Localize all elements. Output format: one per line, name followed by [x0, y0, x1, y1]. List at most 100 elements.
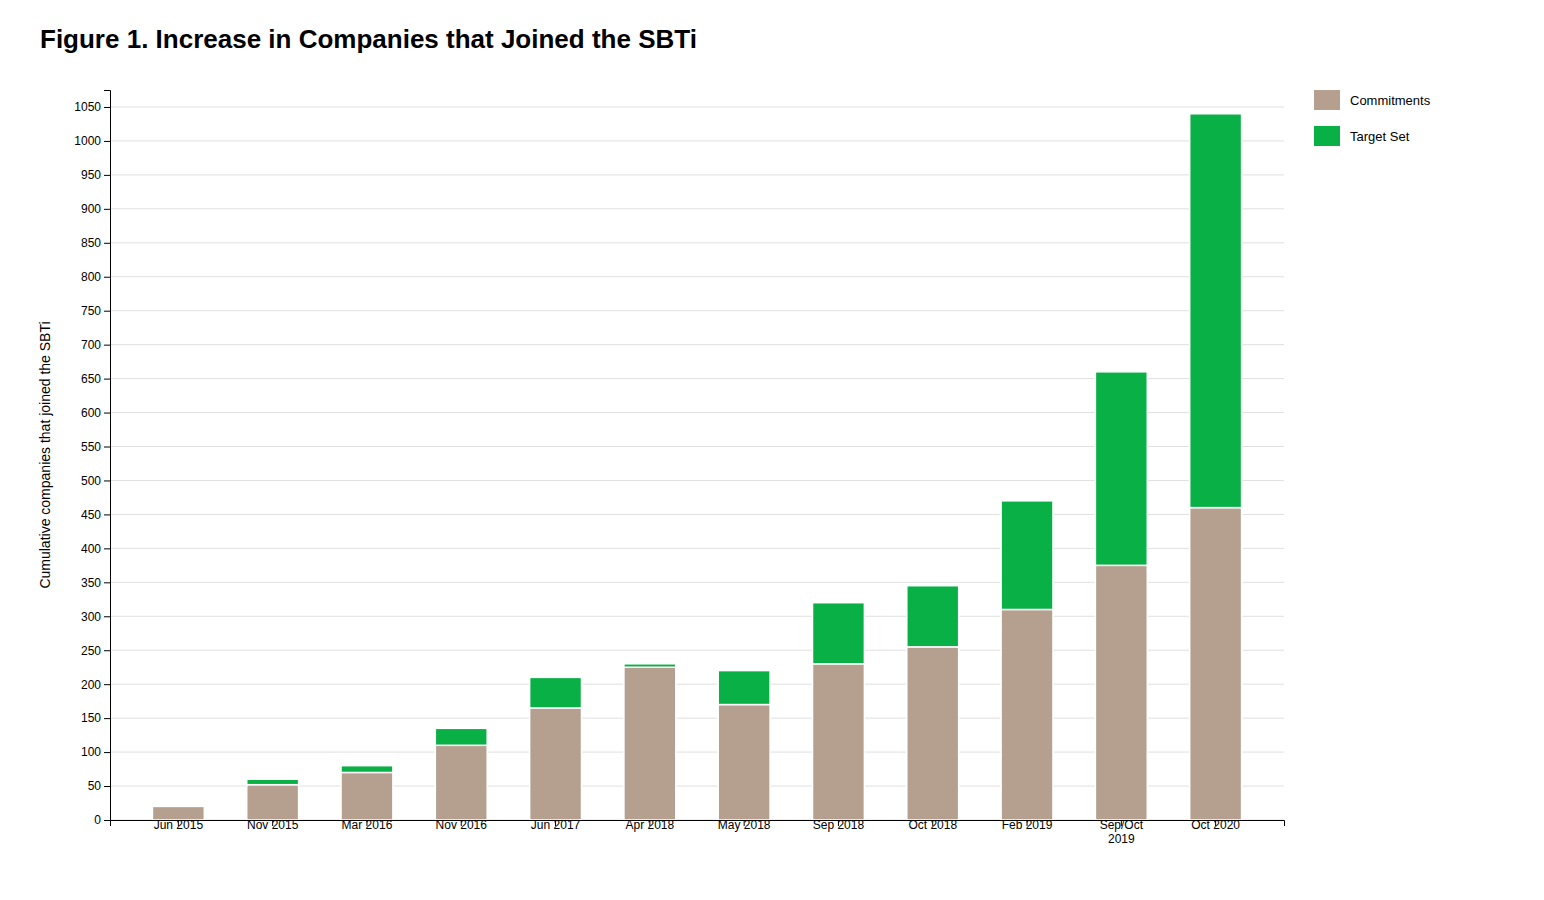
- plot-area: 0 50 100 150 200 250 300 350 400 450 500 550 600 650 7…: [74, 91, 1284, 847]
- grid-line: [110, 140, 1284, 141]
- tick-label: 300: [81, 610, 101, 624]
- tick-label: Jun 2017: [531, 818, 581, 832]
- bar: [1190, 508, 1242, 820]
- tick-label: Oct 2020: [1191, 818, 1240, 832]
- bar: [530, 677, 582, 708]
- x-tick: Oct 2020: [1191, 818, 1240, 832]
- tick-label: 750: [81, 304, 101, 318]
- legend-swatch: [1314, 90, 1340, 110]
- tick-mark: [104, 345, 110, 346]
- y-tick: 950: [81, 168, 110, 182]
- tick-mark: [104, 243, 110, 244]
- grid: [110, 107, 1284, 820]
- y-tick: 700: [81, 338, 110, 352]
- y-tick: 0: [94, 813, 110, 827]
- grid-line: [110, 276, 1284, 277]
- tick-label: 250: [81, 644, 101, 658]
- y-tick: 900: [81, 202, 110, 216]
- bar: [813, 603, 865, 664]
- grid-line: [110, 208, 1284, 209]
- bar: [907, 586, 959, 647]
- tick-label: 50: [88, 779, 102, 793]
- y-tick: 200: [81, 678, 110, 692]
- tick-mark: [104, 820, 110, 821]
- tick-mark: [104, 141, 110, 142]
- bar-series: [247, 114, 1242, 785]
- chart: 0 50 100 150 200 250 300 350 400 450 500 550 600 650 7…: [0, 0, 1544, 900]
- bar: [247, 779, 299, 784]
- y-tick: 550: [81, 440, 110, 454]
- tick-label: Nov 2016: [436, 818, 488, 832]
- x-tick: Sep/Oct2019: [1100, 818, 1144, 846]
- x-tick: Nov 2015: [247, 818, 299, 832]
- bar: [624, 664, 676, 667]
- tick-mark: [104, 480, 110, 481]
- tick-mark: [104, 650, 110, 651]
- tick-mark: [104, 447, 110, 448]
- bar: [1190, 114, 1242, 508]
- x-tick: Jun 2017: [531, 818, 581, 832]
- legend-swatch: [1314, 126, 1340, 146]
- y-tick: 400: [81, 542, 110, 556]
- tick-label: Nov 2015: [247, 818, 299, 832]
- bar: [435, 745, 487, 820]
- tick-label: 600: [81, 406, 101, 420]
- tick-mark: [104, 413, 110, 414]
- tick-label: 200: [81, 678, 101, 692]
- tick-label: 1050: [74, 100, 101, 114]
- tick-mark: [104, 684, 110, 685]
- y-axis-title: Cumulative companies that joined the SBT…: [37, 321, 53, 588]
- y-tick: 500: [81, 474, 110, 488]
- y-tick: 350: [81, 576, 110, 590]
- y-tick: 150: [81, 711, 110, 725]
- tick-label: Sep 2018: [813, 818, 865, 832]
- grid-line: [110, 242, 1284, 243]
- x-tick: Oct 2018: [908, 818, 957, 832]
- bar: [1095, 372, 1147, 566]
- bar: [624, 667, 676, 820]
- y-tick: 750: [81, 304, 110, 318]
- legend-label: Commitments: [1350, 93, 1431, 108]
- y-tick: 1050: [74, 100, 110, 114]
- bar: [530, 708, 582, 820]
- tick-label: Sep/Oct2019: [1100, 818, 1144, 846]
- y-tick: 650: [81, 372, 110, 386]
- tick-label: Mar 2016: [342, 818, 393, 832]
- bar: [907, 647, 959, 820]
- x-axis: Jun 2015 Nov 2015 Mar 2016 Nov 2016 Jun 2017…: [111, 818, 1285, 846]
- y-axis: 0 50 100 150 200 250 300 350 400 450 500 550 600 650 7…: [74, 91, 110, 828]
- bar: [341, 766, 393, 773]
- tick-label: 400: [81, 542, 101, 556]
- y-tick: 800: [81, 270, 110, 284]
- tick-label: 1000: [74, 134, 101, 148]
- tick-label: 700: [81, 338, 101, 352]
- bar: [1001, 609, 1053, 820]
- grid-line: [110, 174, 1284, 175]
- tick-label: Oct 2018: [908, 818, 957, 832]
- bar: [435, 728, 487, 745]
- tick-mark: [104, 718, 110, 719]
- y-tick: 1000: [74, 134, 110, 148]
- bar: [1001, 501, 1053, 610]
- tick-mark: [104, 616, 110, 617]
- x-tick: Sep 2018: [813, 818, 865, 832]
- bar: [718, 705, 770, 820]
- tick-mark: [104, 582, 110, 583]
- tick-label: 450: [81, 508, 101, 522]
- bar: [1095, 565, 1147, 820]
- bar: [341, 772, 393, 820]
- y-tick: 300: [81, 610, 110, 624]
- tick-mark: [104, 209, 110, 210]
- tick-label: 800: [81, 270, 101, 284]
- tick-label: 500: [81, 474, 101, 488]
- tick-label: Jun 2015: [154, 818, 204, 832]
- grid-line: [110, 344, 1284, 345]
- bar: [813, 664, 865, 820]
- tick-label: 150: [81, 711, 101, 725]
- tick-mark: [104, 175, 110, 176]
- y-tick: 450: [81, 508, 110, 522]
- tick-label: Feb 2019: [1002, 818, 1053, 832]
- x-tick: Jun 2015: [154, 818, 204, 832]
- tick-label: 850: [81, 236, 101, 250]
- tick-label: 100: [81, 745, 101, 759]
